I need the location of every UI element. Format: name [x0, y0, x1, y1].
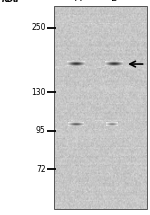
- Text: 250: 250: [31, 23, 46, 32]
- Text: 95: 95: [36, 126, 46, 135]
- Bar: [54, 6, 147, 209]
- Text: 72: 72: [36, 165, 46, 174]
- Text: B: B: [111, 0, 117, 3]
- Text: 130: 130: [31, 88, 46, 97]
- Text: KDa: KDa: [2, 0, 19, 4]
- Text: A: A: [75, 0, 81, 3]
